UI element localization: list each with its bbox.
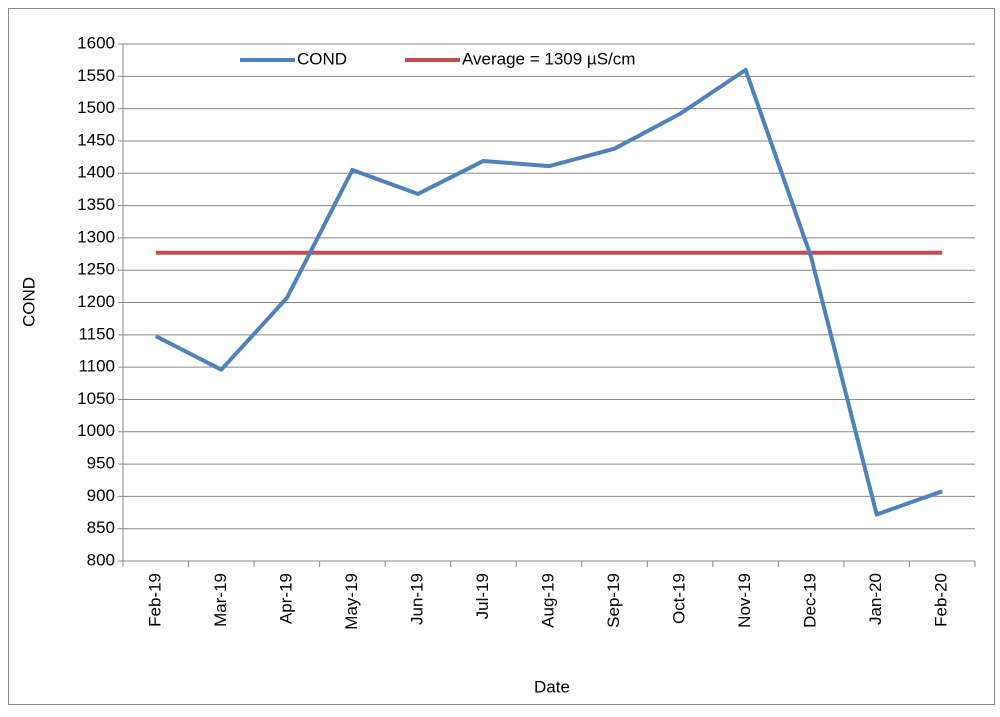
x-tick-label: Dec-19: [801, 573, 820, 628]
y-tick-label: 1100: [78, 357, 115, 376]
y-tick-label: 1400: [77, 163, 115, 182]
x-tick-label: Aug-19: [538, 573, 557, 628]
x-tick-label: Mar-19: [211, 573, 230, 627]
y-tick-label: 1600: [77, 33, 115, 52]
y-tick-label: 1200: [77, 292, 115, 311]
x-axis-title: Date: [534, 677, 570, 696]
x-tick-label: May-19: [342, 573, 361, 630]
y-tick-label: 800: [87, 550, 115, 569]
y-tick-label: 1150: [78, 324, 115, 343]
chart-border: [8, 8, 995, 705]
x-tick-label: Sep-19: [604, 573, 623, 628]
x-tick-label: Nov-19: [735, 573, 754, 628]
y-tick-label: 850: [87, 518, 115, 537]
x-tick-label: Apr-19: [276, 573, 295, 624]
y-tick-label: 1050: [77, 389, 115, 408]
data-line: [154, 67, 943, 517]
x-tick-label: Jul-19: [473, 573, 492, 619]
legend-label: Average = 1309 µS/cm: [462, 49, 635, 68]
y-tick-label: 900: [87, 486, 115, 505]
y-tick-label: 950: [87, 454, 115, 473]
y-axis-title: COND: [19, 277, 38, 327]
y-tick-label: 1300: [77, 227, 115, 246]
x-tick-label: Jan-20: [866, 573, 885, 625]
y-tick-label: 1450: [77, 130, 115, 149]
x-tick-label: Feb-19: [145, 573, 164, 627]
y-tick-label: 1550: [77, 66, 115, 85]
x-tick-label: Feb-20: [932, 573, 951, 627]
x-tick-label: Oct-19: [670, 573, 689, 624]
y-tick-label: 1250: [77, 260, 115, 279]
legend-label: COND: [297, 49, 347, 68]
y-tick-label: 1000: [77, 421, 115, 440]
x-tick-label: Jun-19: [407, 573, 426, 625]
y-tick-label: 1350: [77, 195, 115, 214]
y-tick-label: 1500: [77, 98, 115, 117]
